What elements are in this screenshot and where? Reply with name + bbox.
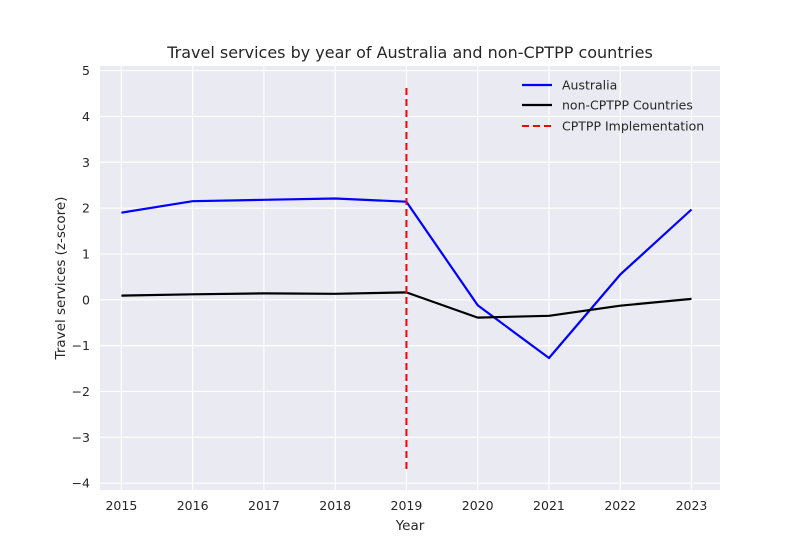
grid-lines xyxy=(100,66,720,490)
x-tick-label: 2016 xyxy=(177,498,209,513)
x-tick-label: 2019 xyxy=(391,498,423,513)
y-tick-label: −4 xyxy=(72,476,90,491)
x-axis-label: Year xyxy=(395,518,425,534)
x-tick-label: 2020 xyxy=(462,498,494,513)
x-tick-labels: 2015 2016 2017 2018 2019 2020 2021 2022 2023 xyxy=(105,498,707,513)
y-tick-label: −3 xyxy=(72,430,90,445)
legend-label-cptpp-implementation: CPTPP Implementation xyxy=(562,119,704,134)
x-tick-label: 2023 xyxy=(676,498,708,513)
legend-label-australia: Australia xyxy=(562,78,617,93)
x-tick-label: 2015 xyxy=(105,498,137,513)
y-tick-label: 1 xyxy=(82,246,90,261)
x-tick-label: 2017 xyxy=(248,498,280,513)
y-tick-label: 2 xyxy=(82,201,90,216)
y-axis-label: Travel services (z-score) xyxy=(53,197,69,361)
x-tick-label: 2022 xyxy=(604,498,636,513)
y-tick-label: 3 xyxy=(82,155,90,170)
legend: Australia non-CPTPP Countries CPTPP Impl… xyxy=(522,78,704,134)
y-tick-labels: −4 −3 −2 −1 0 1 2 3 4 5 xyxy=(72,63,90,491)
y-tick-label: 5 xyxy=(82,63,90,78)
chart-title: Travel services by year of Australia and… xyxy=(166,43,653,62)
y-tick-label: −2 xyxy=(72,384,90,399)
legend-label-non-cptpp: non-CPTPP Countries xyxy=(562,98,693,113)
y-tick-label: 4 xyxy=(82,109,90,124)
y-tick-label: −1 xyxy=(72,338,90,353)
x-tick-label: 2018 xyxy=(319,498,351,513)
x-tick-label: 2021 xyxy=(533,498,565,513)
y-tick-label: 0 xyxy=(82,292,90,307)
